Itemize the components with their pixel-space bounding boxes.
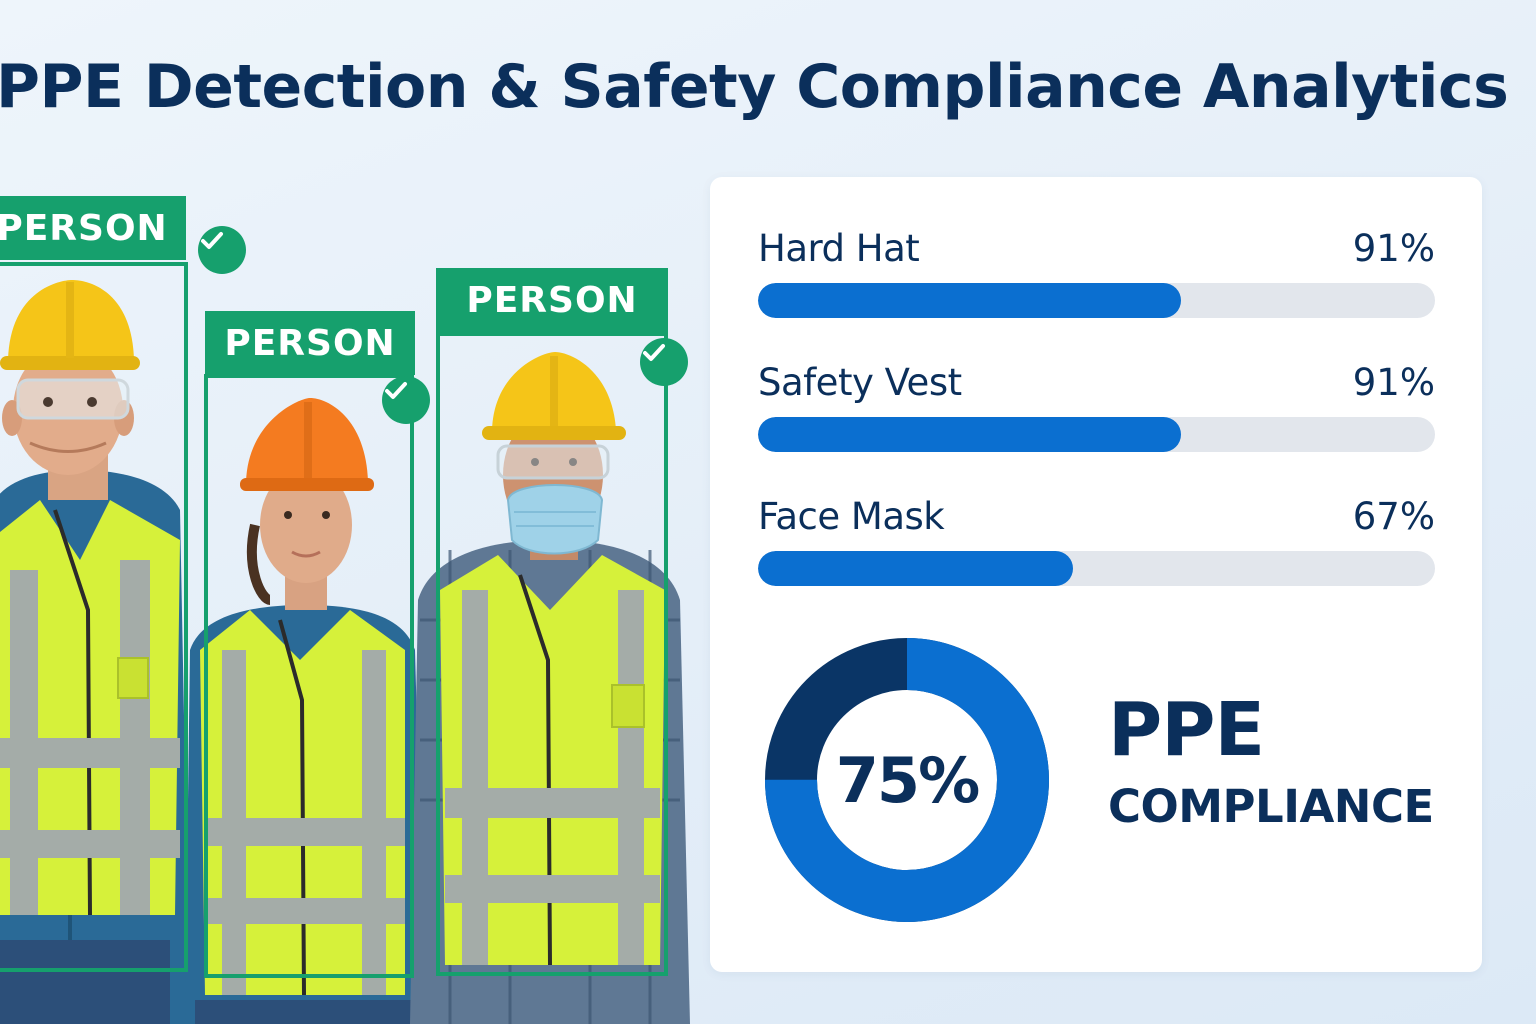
compliance-metrics-card: Hard Hat 91% Safety Vest 91% Face Mask 6… <box>710 177 1482 972</box>
worker-2 <box>185 398 425 1024</box>
compliance-title: PPE <box>1108 687 1265 773</box>
compliance-subtitle: COMPLIANCE <box>1108 780 1434 833</box>
metric-label: Hard Hat <box>758 227 920 270</box>
progress-bar <box>758 551 1435 586</box>
camera-feed <box>0 262 690 1024</box>
bbox-1 <box>0 262 188 972</box>
detection-label-1: PERSON <box>0 196 186 260</box>
page-title: PPE Detection & Safety Compliance Analyt… <box>0 52 1509 122</box>
metric-label: Face Mask <box>758 495 945 538</box>
check-icon <box>198 226 246 274</box>
check-icon <box>382 376 430 424</box>
detection-label-3: PERSON <box>436 268 668 332</box>
metric-face-mask: Face Mask 67% <box>758 495 1435 595</box>
metric-hard-hat: Hard Hat 91% <box>758 227 1435 327</box>
progress-fill <box>758 283 1182 318</box>
bbox-2 <box>204 374 414 978</box>
metric-label: Safety Vest <box>758 361 962 404</box>
detection-label-2: PERSON <box>205 311 415 375</box>
worker-1 <box>0 280 190 1024</box>
metric-value: 67% <box>1352 495 1435 538</box>
donut-chart <box>765 638 1049 922</box>
check-icon <box>640 338 688 386</box>
metric-safety-vest: Safety Vest 91% <box>758 361 1435 461</box>
metric-value: 91% <box>1352 227 1435 270</box>
progress-bar <box>758 417 1435 452</box>
donut-primary-arc <box>765 638 1049 922</box>
compliance-percentage: 75% <box>835 743 980 817</box>
compliance-donut: 75% <box>762 625 1052 935</box>
progress-fill <box>758 551 1073 586</box>
progress-fill <box>758 417 1182 452</box>
progress-bar <box>758 283 1435 318</box>
camera-detection-panel: PERSON PERSON PERSON <box>0 180 700 1024</box>
bbox-3 <box>436 332 668 976</box>
metric-value: 91% <box>1352 361 1435 404</box>
worker-3 <box>410 352 690 1024</box>
